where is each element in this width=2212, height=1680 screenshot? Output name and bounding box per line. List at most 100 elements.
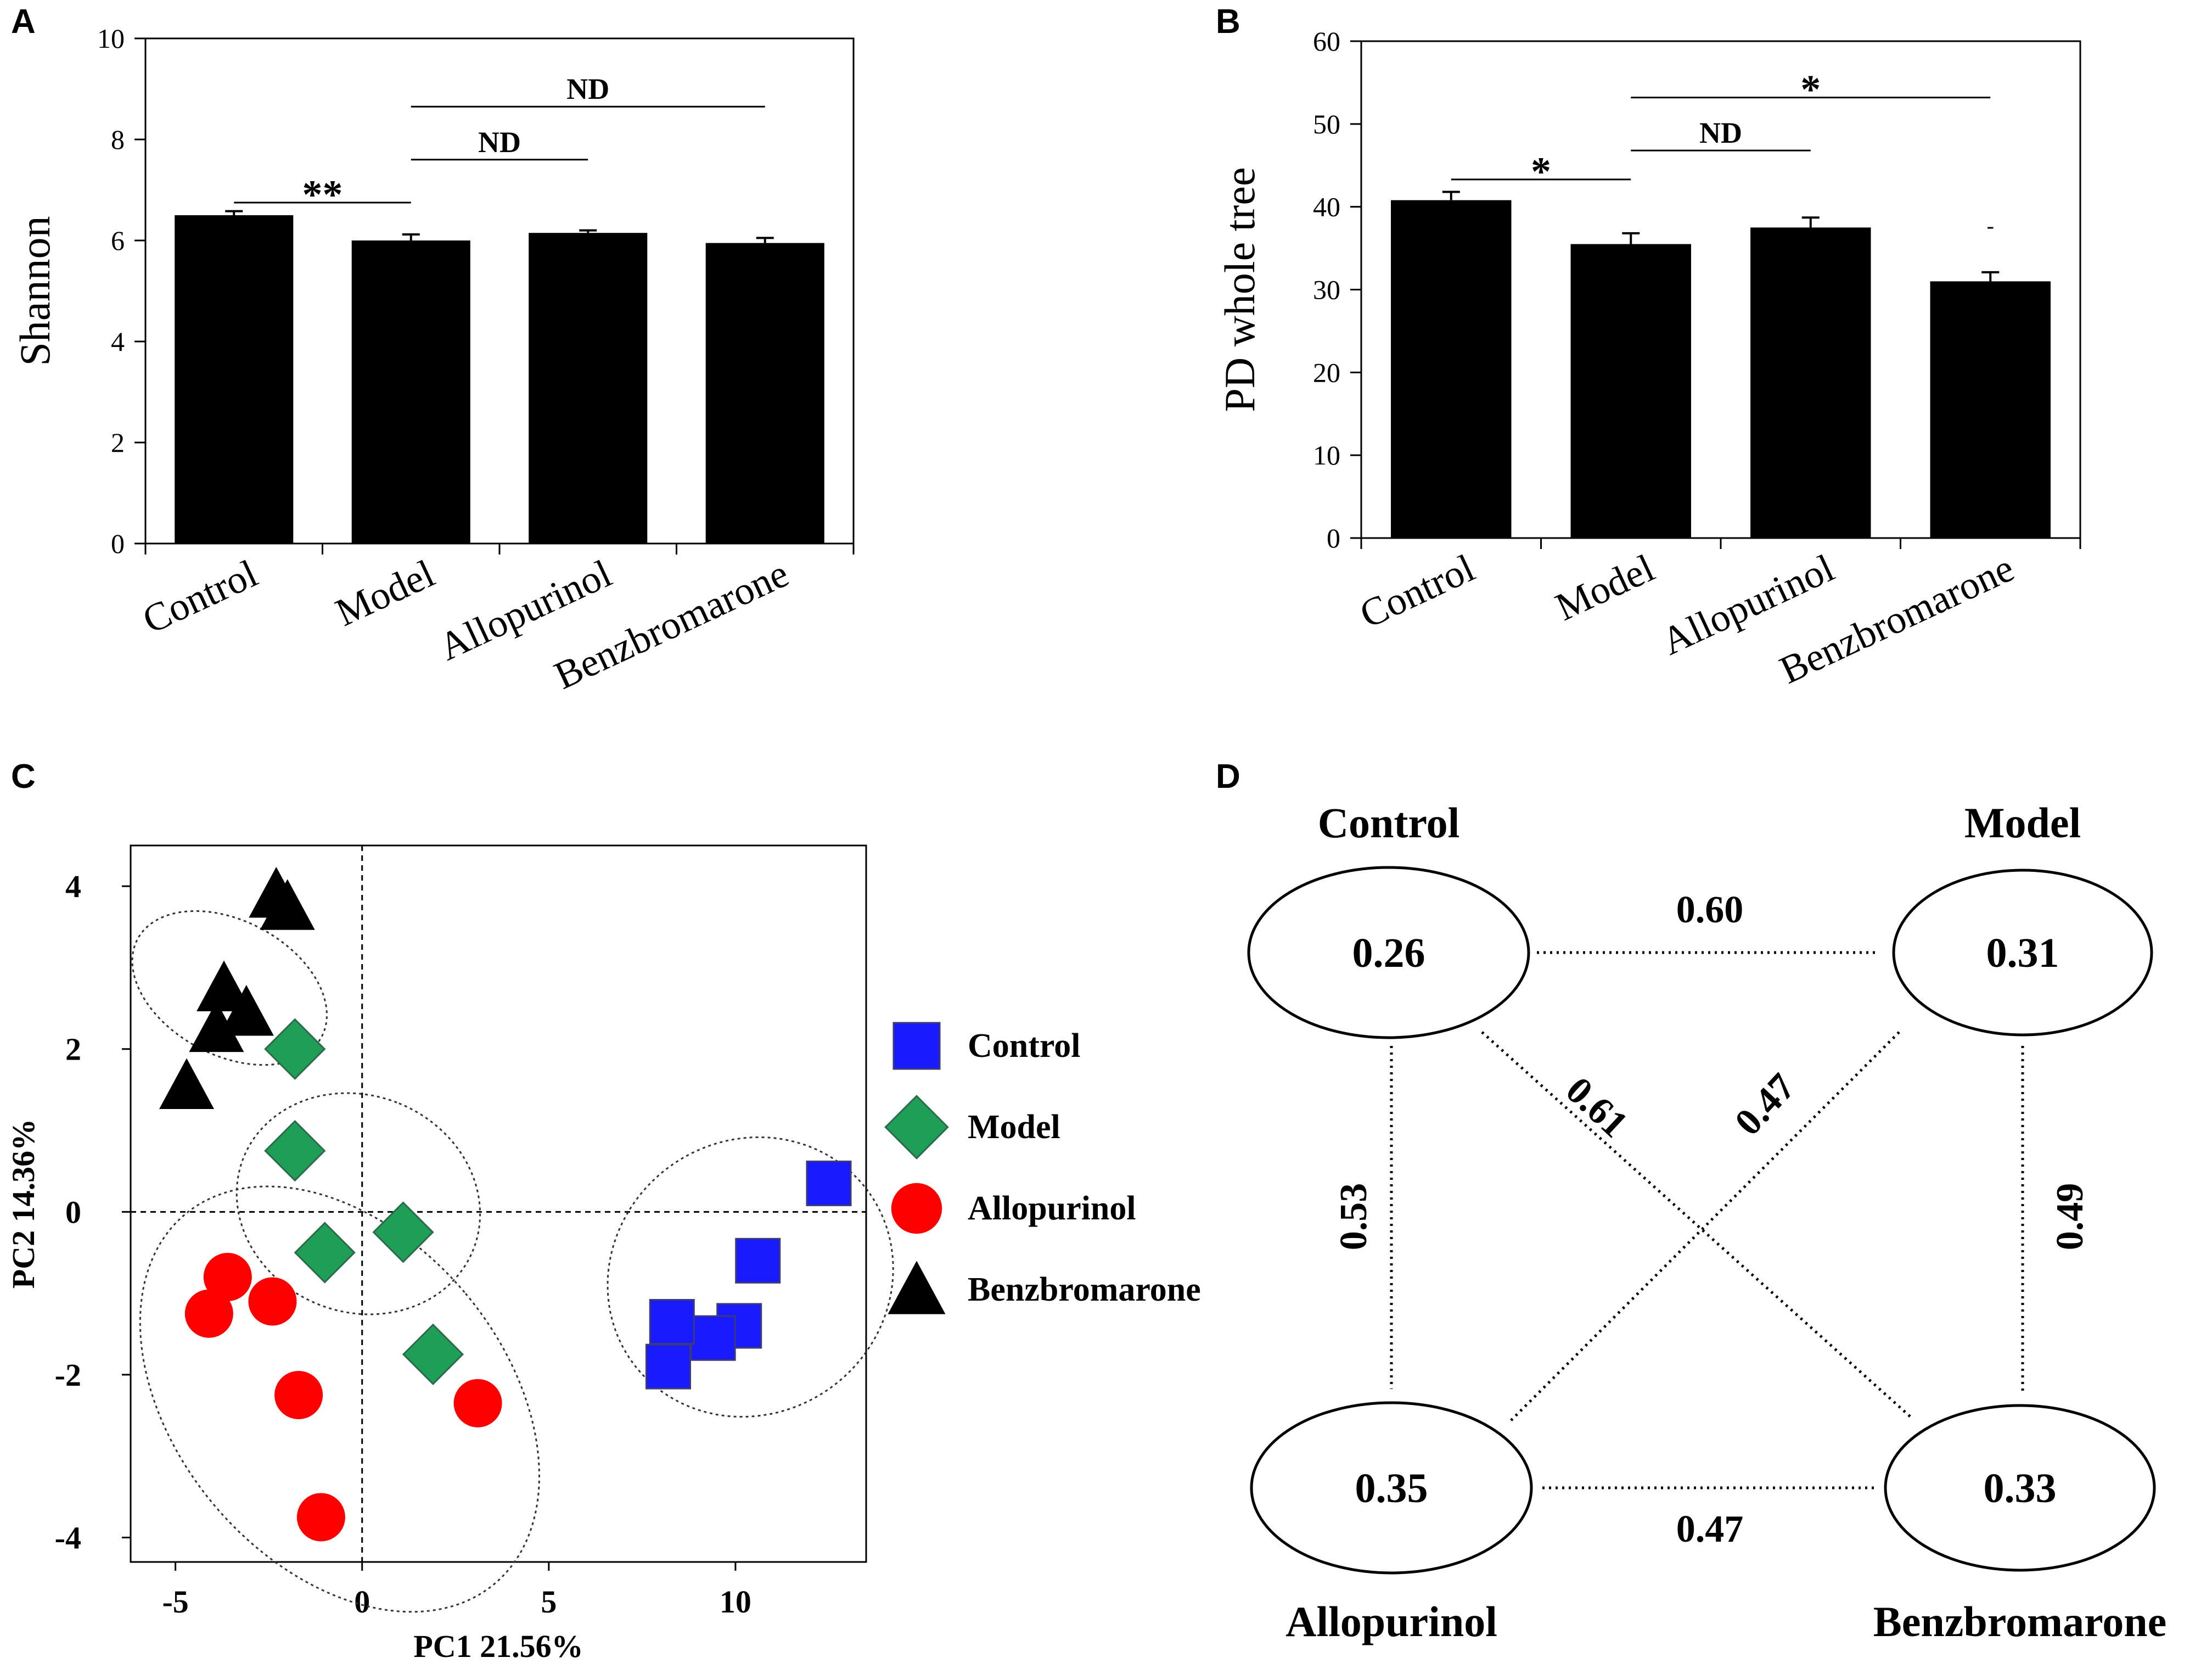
legend-marker-allopurinol (891, 1183, 942, 1234)
y-tick-label: 20 (1313, 357, 1340, 388)
point-model (372, 1201, 434, 1263)
y-tick-label: 10 (97, 23, 125, 54)
y-tick-label: 30 (1313, 275, 1340, 305)
edge-control-benzbromarone (1481, 1031, 1911, 1418)
annotation-mark: - (1987, 213, 1994, 238)
node-model (1892, 869, 2153, 1037)
x-tick-label: Model (329, 551, 441, 635)
point-model (264, 1018, 326, 1080)
point-model (264, 1119, 326, 1182)
y-tick-label: 4 (111, 326, 125, 357)
y-tick-label: 2 (111, 427, 125, 458)
x-tick-label: Control (1353, 546, 1481, 636)
x-axis-label: PC1 21.56% (413, 1628, 583, 1664)
bar-benzbromarone (1930, 281, 2051, 538)
node-label: Allopurinol (1285, 1598, 1497, 1645)
point-allopurinol (184, 1289, 233, 1338)
node-allopurinol (1250, 1401, 1533, 1575)
y-tick-label: 50 (1313, 109, 1340, 139)
bar-allopurinol (529, 233, 648, 544)
significance-label: * (1531, 149, 1551, 194)
edge-label: 0.60 (1676, 889, 1744, 931)
edge-label: 0.49 (2049, 1183, 2091, 1251)
y-axis-label: PD whole tree (1216, 167, 1264, 412)
node-value: 0.26 (1352, 930, 1425, 976)
point-benzbromarone (159, 1058, 215, 1109)
point-allopurinol (453, 1379, 502, 1427)
bar-model (351, 240, 470, 544)
node-label: Model (1964, 799, 2081, 847)
node-control (1247, 866, 1530, 1039)
panel-d-distance-network: 0.60 0.61 0.47 0.53 0.49 0.47 0.26 Control 0.31 M… (1247, 799, 2166, 1645)
y-tick-label: 8 (111, 124, 125, 155)
node-label: Benzbromarone (1873, 1598, 2166, 1645)
y-axis-label: PC2 14.36% (5, 1119, 41, 1289)
y-tick-label: 0 (1327, 523, 1340, 553)
y-tick-label: 0 (65, 1194, 81, 1230)
y-tick-label: 4 (65, 869, 81, 904)
edge-label: 0.61 (1558, 1069, 1636, 1146)
point-benzbromarone (197, 960, 252, 1012)
point-model (402, 1323, 464, 1385)
plot-frame (130, 844, 867, 1563)
bar-allopurinol (1750, 227, 1871, 538)
legend-label: Allopurinol (968, 1190, 1136, 1227)
point-allopurinol (296, 1493, 345, 1542)
y-tick-label: 2 (65, 1032, 81, 1067)
point-model (294, 1222, 356, 1284)
point-benzbromarone (189, 1001, 244, 1052)
x-tick-label: Model (1549, 546, 1661, 629)
y-tick-label: 60 (1313, 26, 1340, 57)
y-tick-label: -2 (55, 1357, 81, 1393)
panel-c-pca-scatter: -5 0 5 10 -4 -2 0 2 4 PC1 21.56% PC2 14.36% Control… (5, 844, 1201, 1664)
y-axis-label: Shannon (11, 216, 59, 366)
node-value: 0.33 (1984, 1465, 2057, 1511)
point-control (806, 1160, 852, 1206)
point-allopurinol (203, 1252, 252, 1301)
ellipse-model (235, 1092, 481, 1315)
bar-control (1391, 200, 1512, 539)
y-tick-label: -4 (55, 1520, 81, 1556)
significance-label: ND (1699, 116, 1742, 149)
significance-label: * (1800, 68, 1821, 113)
x-tick-label: 5 (541, 1584, 557, 1620)
y-tick-label: 6 (111, 225, 125, 256)
node-value: 0.31 (1986, 930, 2059, 976)
ellipse-control (607, 1136, 894, 1418)
legend-marker-benzbromarone (888, 1261, 946, 1314)
point-control (649, 1299, 695, 1345)
legend-label: Benzbromarone (968, 1271, 1201, 1308)
point-benzbromarone (260, 879, 315, 930)
bar-control (175, 215, 294, 544)
significance-label: ND (566, 72, 609, 105)
panel-d-letter: D (1216, 758, 1240, 796)
edge-label: 0.47 (1676, 1508, 1744, 1550)
point-allopurinol (248, 1277, 297, 1326)
legend-label: Control (968, 1027, 1081, 1065)
node-value: 0.35 (1355, 1465, 1428, 1511)
point-control (690, 1315, 736, 1361)
ellipse-allopurinol (139, 1185, 540, 1613)
legend-label: Model (968, 1108, 1060, 1146)
bar-model (1570, 244, 1691, 539)
edge-label: 0.47 (1727, 1066, 1804, 1144)
legend-marker-control (892, 1022, 941, 1070)
panel-a-letter: A (11, 3, 36, 41)
x-tick-label: -5 (162, 1584, 188, 1620)
significance-label: ** (302, 172, 343, 217)
bar-benzbromarone (705, 243, 824, 544)
point-control (645, 1343, 691, 1390)
y-tick-label: 0 (111, 528, 125, 559)
significance-label: ND (478, 126, 521, 159)
x-tick-label: 10 (720, 1584, 751, 1620)
point-allopurinol (274, 1370, 323, 1419)
node-label: Control (1318, 799, 1460, 847)
edge-label: 0.53 (1333, 1183, 1375, 1251)
point-control (735, 1237, 781, 1284)
y-tick-label: 40 (1313, 192, 1340, 222)
point-benzbromarone (218, 985, 274, 1036)
y-tick-label: 10 (1313, 440, 1340, 471)
